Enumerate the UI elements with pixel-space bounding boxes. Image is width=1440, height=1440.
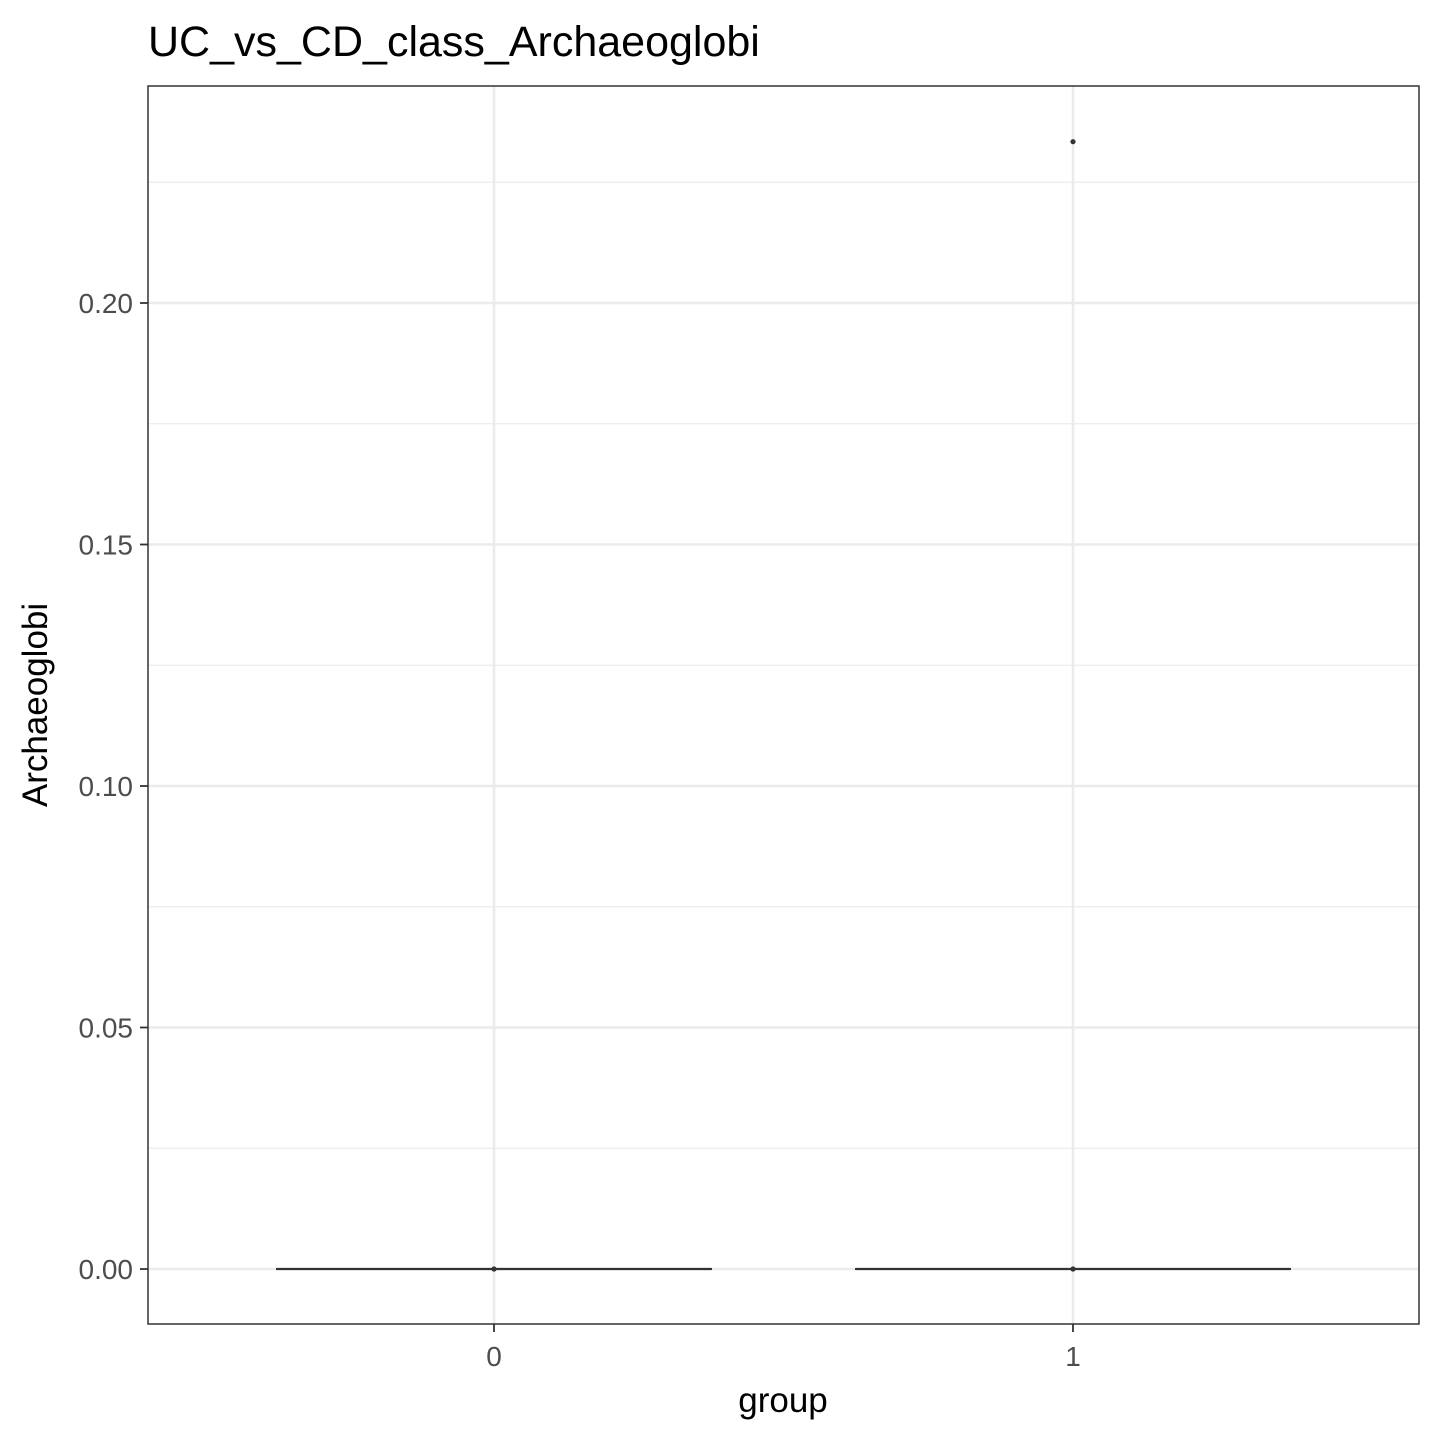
x-axis-title: group (738, 1381, 828, 1420)
median-point (1070, 1266, 1076, 1272)
y-axis: 0.00 0.05 0.10 0.15 0.20 (79, 288, 148, 1285)
y-tick-label: 0.15 (79, 530, 134, 561)
y-axis-title: Archaeoglobi (16, 603, 55, 807)
x-tick-label: 0 (486, 1341, 502, 1372)
box-group-1 (855, 139, 1291, 1272)
x-tick-label: 1 (1065, 1341, 1081, 1372)
y-tick-label: 0.00 (79, 1254, 134, 1285)
boxplot-layer (276, 139, 1291, 1272)
minor-gridlines (148, 181, 1419, 1149)
y-tick-label: 0.05 (79, 1013, 134, 1044)
median-point (491, 1266, 497, 1272)
box-group-0 (276, 1266, 712, 1272)
panel-border (147, 85, 1420, 1325)
y-tick-label: 0.10 (79, 771, 134, 802)
y-tick-label: 0.20 (79, 288, 134, 319)
chart-title: UC_vs_CD_class_Archaeoglobi (148, 18, 760, 66)
outlier-point (1070, 139, 1076, 145)
